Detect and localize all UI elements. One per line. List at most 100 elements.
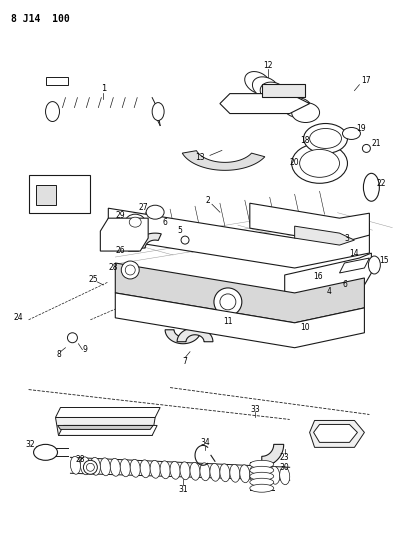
Polygon shape xyxy=(310,421,364,447)
Ellipse shape xyxy=(86,463,95,471)
Polygon shape xyxy=(108,208,370,268)
Text: 6: 6 xyxy=(342,280,347,289)
Polygon shape xyxy=(220,94,310,114)
Text: 21: 21 xyxy=(372,139,381,148)
Polygon shape xyxy=(58,425,153,430)
Circle shape xyxy=(67,333,78,343)
Ellipse shape xyxy=(260,82,287,103)
Ellipse shape xyxy=(80,457,90,475)
Ellipse shape xyxy=(146,205,164,219)
Ellipse shape xyxy=(125,265,135,275)
Ellipse shape xyxy=(160,461,170,479)
Polygon shape xyxy=(46,77,69,85)
Polygon shape xyxy=(165,330,201,344)
Ellipse shape xyxy=(240,465,250,483)
Text: 7: 7 xyxy=(182,357,188,366)
Ellipse shape xyxy=(270,466,280,484)
Text: 1: 1 xyxy=(101,84,106,93)
Polygon shape xyxy=(135,233,161,248)
Text: 15: 15 xyxy=(379,255,389,264)
Polygon shape xyxy=(56,417,155,435)
Ellipse shape xyxy=(250,465,260,483)
Ellipse shape xyxy=(292,143,348,183)
Ellipse shape xyxy=(210,463,220,481)
Circle shape xyxy=(362,144,370,152)
Polygon shape xyxy=(340,258,370,273)
Polygon shape xyxy=(29,175,90,213)
Text: 6: 6 xyxy=(163,217,167,227)
Ellipse shape xyxy=(250,478,274,486)
Text: 13: 13 xyxy=(195,153,205,162)
Ellipse shape xyxy=(292,102,320,123)
Text: 29: 29 xyxy=(115,211,125,220)
Text: 26: 26 xyxy=(115,246,125,255)
Ellipse shape xyxy=(90,457,100,475)
Ellipse shape xyxy=(310,128,342,148)
Ellipse shape xyxy=(84,461,97,474)
Polygon shape xyxy=(56,408,160,417)
Ellipse shape xyxy=(180,462,190,480)
Ellipse shape xyxy=(110,458,120,476)
Ellipse shape xyxy=(250,472,274,480)
Ellipse shape xyxy=(214,288,242,316)
Ellipse shape xyxy=(170,462,180,479)
Ellipse shape xyxy=(120,459,130,477)
Ellipse shape xyxy=(250,484,274,492)
Text: 16: 16 xyxy=(313,272,322,281)
Polygon shape xyxy=(314,424,357,442)
Text: 10: 10 xyxy=(300,324,309,332)
Text: 5: 5 xyxy=(178,225,182,235)
Ellipse shape xyxy=(33,445,58,461)
Text: 19: 19 xyxy=(357,124,366,133)
Ellipse shape xyxy=(363,173,379,201)
Ellipse shape xyxy=(268,87,296,108)
Text: 23: 23 xyxy=(280,453,290,462)
Text: 34: 34 xyxy=(200,438,210,447)
Ellipse shape xyxy=(245,71,271,94)
Polygon shape xyxy=(100,218,148,251)
Text: 30: 30 xyxy=(280,463,290,472)
Ellipse shape xyxy=(276,92,303,112)
Ellipse shape xyxy=(100,458,110,476)
Text: 9: 9 xyxy=(83,345,88,354)
Text: 20: 20 xyxy=(290,158,299,167)
Ellipse shape xyxy=(200,463,210,481)
Ellipse shape xyxy=(190,462,200,480)
Polygon shape xyxy=(35,185,56,205)
Text: 22: 22 xyxy=(377,179,386,188)
Text: 31: 31 xyxy=(178,484,188,494)
Text: 28: 28 xyxy=(76,455,85,464)
Polygon shape xyxy=(177,328,213,342)
Circle shape xyxy=(181,236,189,244)
Ellipse shape xyxy=(125,214,145,230)
Ellipse shape xyxy=(253,77,279,99)
Text: 14: 14 xyxy=(349,248,359,257)
Text: 32: 32 xyxy=(26,440,35,449)
Ellipse shape xyxy=(230,464,240,482)
Text: 8: 8 xyxy=(56,350,61,359)
Text: 8 J14  100: 8 J14 100 xyxy=(11,14,69,24)
Text: 28: 28 xyxy=(108,263,118,272)
Ellipse shape xyxy=(304,124,348,154)
Ellipse shape xyxy=(71,456,80,474)
Text: 12: 12 xyxy=(263,61,273,70)
Text: 25: 25 xyxy=(89,276,98,285)
Polygon shape xyxy=(115,263,364,323)
Ellipse shape xyxy=(280,467,290,484)
Ellipse shape xyxy=(140,460,150,478)
Ellipse shape xyxy=(150,461,160,478)
Polygon shape xyxy=(262,445,284,466)
Text: 33: 33 xyxy=(250,405,260,414)
Polygon shape xyxy=(295,226,355,245)
Text: 24: 24 xyxy=(14,313,24,322)
Text: 17: 17 xyxy=(362,76,371,85)
Polygon shape xyxy=(182,151,265,171)
Text: 4: 4 xyxy=(327,287,332,296)
Ellipse shape xyxy=(250,461,274,469)
Text: 11: 11 xyxy=(223,317,232,326)
Polygon shape xyxy=(285,253,372,303)
Ellipse shape xyxy=(46,102,59,122)
Polygon shape xyxy=(262,84,305,96)
Ellipse shape xyxy=(220,464,230,482)
Text: 27: 27 xyxy=(138,203,148,212)
